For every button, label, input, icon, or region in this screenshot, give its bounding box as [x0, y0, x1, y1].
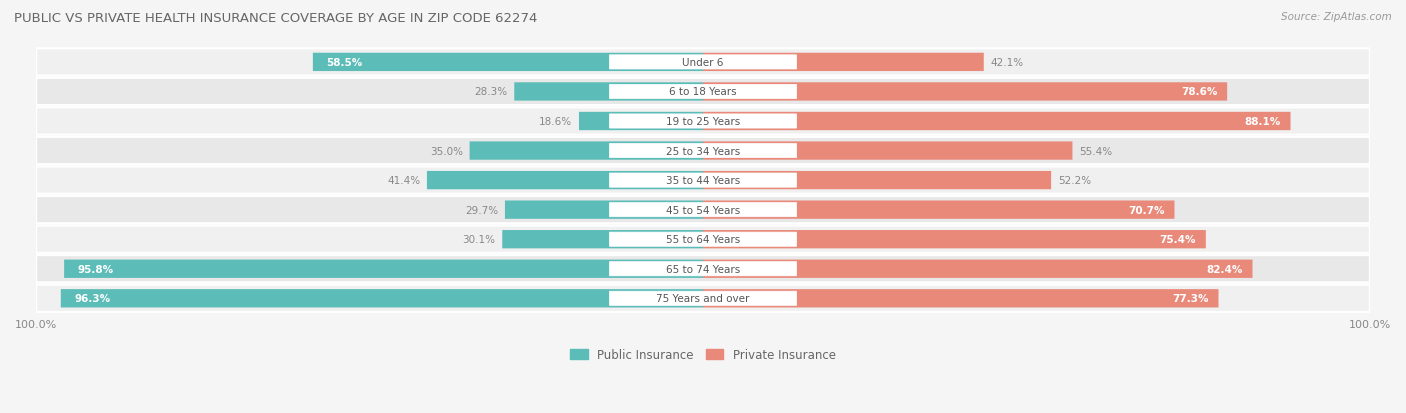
FancyBboxPatch shape — [703, 113, 1291, 131]
Text: 28.3%: 28.3% — [474, 87, 508, 97]
FancyBboxPatch shape — [609, 144, 797, 158]
FancyBboxPatch shape — [65, 260, 703, 278]
FancyBboxPatch shape — [703, 83, 1227, 101]
FancyBboxPatch shape — [609, 203, 797, 217]
Text: 55.4%: 55.4% — [1080, 146, 1112, 156]
Legend: Public Insurance, Private Insurance: Public Insurance, Private Insurance — [565, 343, 841, 366]
FancyBboxPatch shape — [609, 233, 797, 247]
Text: 41.4%: 41.4% — [387, 176, 420, 186]
Text: 65 to 74 Years: 65 to 74 Years — [666, 264, 740, 274]
Text: 30.1%: 30.1% — [463, 235, 495, 244]
Text: 52.2%: 52.2% — [1057, 176, 1091, 186]
FancyBboxPatch shape — [579, 113, 703, 131]
Text: 75 Years and over: 75 Years and over — [657, 294, 749, 304]
Text: 70.7%: 70.7% — [1128, 205, 1164, 215]
FancyBboxPatch shape — [60, 290, 703, 308]
FancyBboxPatch shape — [609, 173, 797, 188]
Text: Source: ZipAtlas.com: Source: ZipAtlas.com — [1281, 12, 1392, 22]
FancyBboxPatch shape — [609, 292, 797, 306]
FancyBboxPatch shape — [37, 108, 1369, 135]
Text: 25 to 34 Years: 25 to 34 Years — [666, 146, 740, 156]
Text: 35.0%: 35.0% — [430, 146, 463, 156]
Text: 58.5%: 58.5% — [326, 58, 363, 68]
Text: 19 to 25 Years: 19 to 25 Years — [666, 117, 740, 127]
FancyBboxPatch shape — [515, 83, 703, 101]
FancyBboxPatch shape — [502, 230, 703, 249]
FancyBboxPatch shape — [609, 56, 797, 70]
FancyBboxPatch shape — [427, 171, 703, 190]
FancyBboxPatch shape — [703, 260, 1253, 278]
Text: 96.3%: 96.3% — [75, 294, 110, 304]
Text: 29.7%: 29.7% — [465, 205, 498, 215]
Text: 82.4%: 82.4% — [1206, 264, 1243, 274]
Text: PUBLIC VS PRIVATE HEALTH INSURANCE COVERAGE BY AGE IN ZIP CODE 62274: PUBLIC VS PRIVATE HEALTH INSURANCE COVER… — [14, 12, 537, 25]
Text: 77.3%: 77.3% — [1173, 294, 1209, 304]
Text: Under 6: Under 6 — [682, 58, 724, 68]
FancyBboxPatch shape — [703, 54, 984, 72]
Text: 95.8%: 95.8% — [77, 264, 114, 274]
FancyBboxPatch shape — [37, 78, 1369, 106]
FancyBboxPatch shape — [609, 115, 797, 129]
Text: 75.4%: 75.4% — [1160, 235, 1197, 244]
FancyBboxPatch shape — [314, 54, 703, 72]
FancyBboxPatch shape — [37, 138, 1369, 165]
FancyBboxPatch shape — [37, 197, 1369, 224]
FancyBboxPatch shape — [37, 285, 1369, 312]
FancyBboxPatch shape — [703, 290, 1219, 308]
Text: 55 to 64 Years: 55 to 64 Years — [666, 235, 740, 244]
Text: 6 to 18 Years: 6 to 18 Years — [669, 87, 737, 97]
Text: 18.6%: 18.6% — [538, 117, 572, 127]
FancyBboxPatch shape — [703, 230, 1206, 249]
FancyBboxPatch shape — [37, 167, 1369, 194]
Text: 88.1%: 88.1% — [1244, 117, 1281, 127]
Text: 42.1%: 42.1% — [990, 58, 1024, 68]
FancyBboxPatch shape — [37, 49, 1369, 76]
Text: 35 to 44 Years: 35 to 44 Years — [666, 176, 740, 186]
FancyBboxPatch shape — [505, 201, 703, 219]
Text: 78.6%: 78.6% — [1181, 87, 1218, 97]
Text: 45 to 54 Years: 45 to 54 Years — [666, 205, 740, 215]
FancyBboxPatch shape — [37, 256, 1369, 282]
FancyBboxPatch shape — [37, 226, 1369, 253]
FancyBboxPatch shape — [703, 201, 1174, 219]
FancyBboxPatch shape — [703, 171, 1052, 190]
FancyBboxPatch shape — [470, 142, 703, 160]
FancyBboxPatch shape — [609, 85, 797, 99]
FancyBboxPatch shape — [703, 142, 1073, 160]
FancyBboxPatch shape — [609, 262, 797, 276]
